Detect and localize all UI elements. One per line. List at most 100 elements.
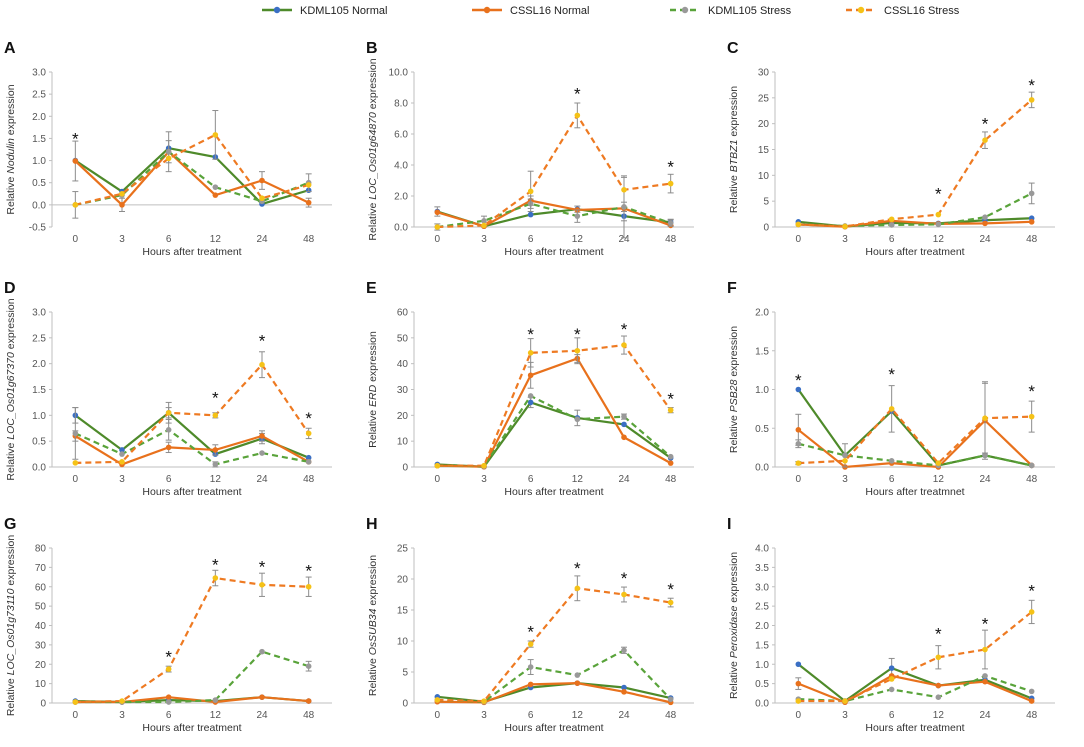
y-axis-title: Relative OsSUB34 expression [367, 555, 379, 696]
y-tick-label: 10 [758, 171, 770, 182]
data-point [119, 459, 125, 465]
significance-star: * [305, 409, 312, 428]
y-axis-title-part: expression [5, 84, 17, 138]
data-point [212, 575, 219, 581]
data-point [621, 342, 627, 348]
data-point [212, 412, 219, 419]
x-tick-label: 24 [256, 474, 268, 485]
data-point [1028, 413, 1035, 420]
y-tick-label: 80 [35, 544, 47, 555]
data-point [434, 209, 441, 216]
data-point [212, 461, 219, 468]
y-tick-label: 3.0 [32, 68, 46, 79]
data-point [434, 697, 441, 703]
x-tick-label: 0 [73, 234, 79, 245]
data-point [935, 682, 942, 689]
data-point [888, 676, 895, 682]
data-point [621, 187, 627, 193]
data-point [667, 460, 674, 466]
y-axis-title-part: expression [5, 535, 17, 589]
significance-star: * [888, 365, 895, 384]
data-point [165, 666, 172, 672]
y-tick-label: 1.5 [32, 385, 46, 396]
y-tick-label: 5 [402, 668, 408, 679]
y-axis-title-part: Nodulin [5, 138, 17, 174]
y-tick-label: 20 [397, 575, 409, 586]
data-point [305, 199, 312, 206]
data-point [259, 694, 265, 700]
data-point [527, 188, 534, 195]
series-line-2 [75, 650, 309, 704]
x-tick-label: 12 [933, 474, 945, 485]
y-tick-label: 1.0 [32, 156, 46, 167]
legend-label-2: KDML105 Stress [708, 5, 792, 17]
x-tick-label: 48 [665, 474, 677, 485]
x-tick-label: 6 [166, 234, 172, 245]
data-point [212, 192, 219, 198]
y-tick-label: 4.0 [394, 161, 408, 172]
data-point [1028, 462, 1035, 469]
data-point [527, 372, 534, 379]
data-point [574, 347, 581, 354]
data-point [305, 182, 312, 188]
y-tick-label: 30 [758, 68, 770, 79]
data-point [305, 430, 312, 437]
significance-star: * [667, 390, 674, 409]
y-axis-title: Relative LOC_Os01g67370 expression [5, 298, 17, 480]
data-point [574, 112, 581, 119]
y-axis-title-part: LOC_Os01g73110 [5, 588, 17, 675]
y-axis-title-part: ERD [367, 384, 379, 407]
y-axis-title-part: Relative [728, 412, 740, 453]
series-line-1 [75, 696, 309, 704]
significance-star: * [667, 580, 674, 599]
series-line-1 [797, 418, 1033, 469]
x-tick-label: 3 [842, 474, 848, 485]
x-tick-label: 6 [889, 710, 895, 721]
data-point [574, 416, 581, 423]
legend-label-1: CSSL16 Normal [510, 5, 589, 17]
series-line-2 [75, 150, 310, 206]
y-tick-label: 3.0 [755, 582, 769, 593]
panel-label-A: A [4, 40, 16, 57]
y-tick-label: -0.5 [29, 223, 47, 234]
data-point [982, 673, 988, 679]
data-point [527, 664, 534, 670]
panel-label-D: D [4, 280, 16, 297]
y-axis-title-part: BTBZ1 [728, 140, 740, 173]
y-tick-label: 15 [758, 145, 770, 156]
significance-star: * [982, 115, 989, 134]
data-point [667, 407, 674, 413]
significance-star: * [621, 320, 628, 339]
y-tick-label: 30 [35, 640, 47, 651]
y-tick-label: 15 [397, 606, 409, 617]
x-axis-title: Hours after treatment [142, 722, 241, 734]
x-tick-label: 3 [481, 234, 487, 245]
data-point [212, 184, 219, 190]
y-tick-label: 30 [397, 385, 409, 396]
y-axis-title-part: expression [367, 58, 379, 112]
y-tick-label: 3.5 [755, 563, 769, 574]
series-line-1 [74, 434, 310, 466]
data-point [621, 434, 627, 441]
x-tick-label: 3 [119, 234, 125, 245]
y-axis-title: Relative LOC_Os01g64870 expression [367, 58, 379, 240]
y-tick-label: 8.0 [394, 99, 408, 110]
y-tick-label: 10.0 [389, 68, 409, 79]
legend-label-3: CSSL16 Stress [884, 5, 960, 17]
data-point [434, 224, 441, 230]
data-point [888, 406, 895, 412]
significance-star: * [212, 388, 219, 407]
x-tick-label: 48 [1026, 234, 1038, 245]
panel-label-B: B [366, 40, 378, 57]
x-tick-label: 3 [842, 710, 848, 721]
x-tick-label: 12 [933, 234, 945, 245]
x-tick-label: 6 [528, 234, 534, 245]
y-tick-label: 2.0 [755, 308, 769, 319]
data-point [481, 218, 487, 224]
data-point [212, 447, 219, 453]
data-point [259, 582, 265, 588]
series-line-1 [437, 199, 672, 228]
data-point [982, 415, 988, 421]
data-point [621, 591, 627, 598]
data-point [212, 697, 219, 703]
